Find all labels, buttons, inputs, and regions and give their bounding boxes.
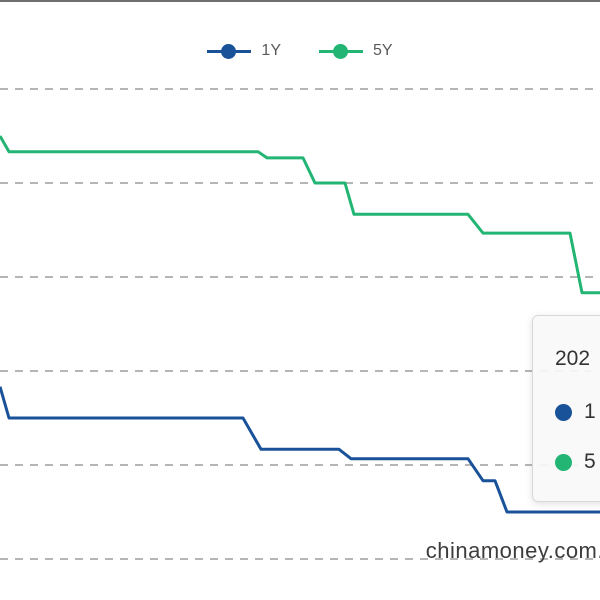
tooltip-marker-1y [555,403,572,421]
legend-item-1y[interactable]: 1Y [207,42,281,60]
tooltip-label-1y: 1 [584,400,596,423]
chart-legend: 1Y 5Y [0,42,600,60]
grid-lines [0,88,600,560]
legend-marker-1y [207,44,252,59]
series-lines [0,135,600,514]
series-line-1y[interactable] [0,386,600,514]
series-line-5y[interactable] [0,135,600,295]
legend-label-5y: 5Y [373,42,393,59]
tooltip-row-1y: 1 [555,400,596,424]
watermark-text: chinamoney.com. [425,538,600,563]
legend-marker-5y [319,44,363,59]
legend-label-1y: 1Y [261,42,281,59]
tooltip-row-5y: 5 [555,450,596,474]
tooltip-marker-5y [555,453,572,471]
tooltip-title: 202 [555,347,591,370]
chart-tooltip: 202 1 5 [532,315,600,502]
tooltip-label-5y: 5 [584,450,596,473]
legend-item-5y[interactable]: 5Y [319,42,393,60]
